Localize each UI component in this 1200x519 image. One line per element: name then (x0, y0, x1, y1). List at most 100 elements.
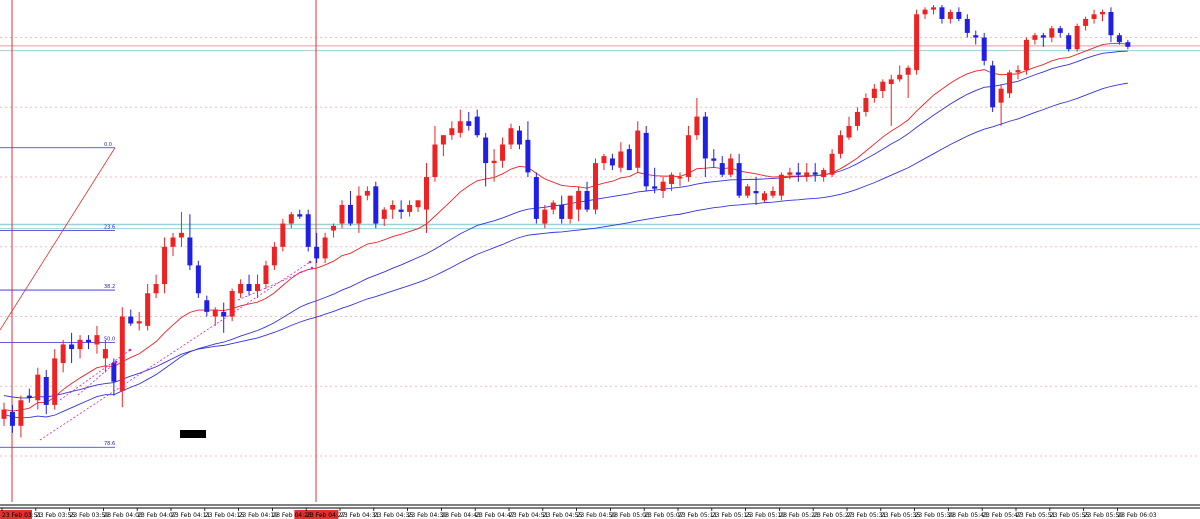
candle-body (601, 156, 607, 164)
fib-level-label: 23.6 (104, 225, 115, 231)
candle-body (643, 132, 649, 187)
candle-body (542, 209, 548, 224)
x-tick-label: 23 Feb 04:15 (205, 512, 245, 519)
x-tick-label: 23 Feb 04:23 (272, 512, 312, 519)
candle-body (525, 139, 531, 173)
candle-body (669, 174, 675, 185)
candle-body (846, 125, 852, 138)
x-tick-label: 23 Feb 04:19 (239, 512, 279, 519)
candle-body (812, 172, 818, 175)
candle-body (466, 121, 472, 126)
x-tick-label: 23 Feb 05:59 (1084, 512, 1124, 519)
x-tick-label: 23 Feb 04:51 (509, 512, 549, 519)
candle-body (43, 377, 49, 405)
candle-body (762, 193, 767, 201)
x-tick-label: 23 Feb 05:31 (847, 512, 887, 519)
candle-body (26, 395, 32, 398)
candle-body (390, 204, 396, 210)
candle-body (170, 237, 176, 247)
candle-body (246, 284, 252, 291)
x-tick-label: 23 Feb 04:11 (171, 512, 211, 519)
candle-body (1066, 35, 1072, 50)
candle-body (863, 98, 869, 112)
candle-body (914, 14, 920, 71)
candle-body (626, 149, 632, 171)
candle-body (1007, 72, 1013, 94)
candle-body (1108, 11, 1114, 36)
candle-body (297, 214, 303, 217)
x-tick-label: 23 Feb 05:39 (915, 512, 955, 519)
candle-body (711, 158, 717, 161)
candle-body (609, 158, 615, 166)
candle-body (829, 153, 835, 175)
x-tick-highlight (0, 510, 32, 519)
candle-body (795, 172, 801, 175)
candle-body (736, 163, 742, 196)
candle-body (238, 284, 244, 294)
x-tick-label: 23 Feb 04:31 (340, 512, 380, 519)
candle-body (162, 246, 168, 284)
candle-body (880, 81, 886, 92)
candle-body (449, 128, 455, 136)
x-tick-label: 23 Feb 04:27 (306, 512, 346, 519)
x-tick-label: 23 Feb 05:27 (813, 512, 853, 519)
candle-body (508, 128, 514, 145)
candle-body (271, 246, 277, 266)
candle-body (1049, 28, 1055, 38)
candle-body (964, 18, 970, 33)
candle-body (9, 411, 15, 426)
candle-body (373, 186, 379, 224)
candle-body (1100, 11, 1105, 15)
candle-body (660, 181, 666, 191)
x-tick-label: 23 Feb 05:51 (1016, 512, 1056, 519)
x-tick-label: 23 Feb 04:43 (441, 512, 481, 519)
arrow-line (77, 361, 117, 396)
candle-body (331, 225, 337, 231)
candle-body (1125, 42, 1131, 47)
fib-trend-line (0, 147, 116, 331)
candle-body (685, 135, 691, 178)
x-tick-label: 23 Feb 04:03 (103, 512, 143, 519)
candle-body (305, 214, 311, 247)
x-tick-label: 23 Feb 05:03 (610, 512, 650, 519)
x-tick-label: 23 Feb 05:35 (881, 512, 921, 519)
candle-body (1083, 18, 1089, 26)
candle-body (364, 191, 370, 196)
candle-body (821, 170, 827, 178)
candle-body (694, 116, 700, 136)
candle-body (770, 191, 776, 196)
arrow-line (39, 261, 311, 441)
x-tick-label: 23 Feb 05:55 (1050, 512, 1090, 519)
candle-body (728, 158, 734, 175)
candle-body (804, 172, 810, 178)
candle-body (483, 137, 489, 164)
candle-body (145, 293, 151, 326)
x-tick-label: 23 Feb 05:07 (644, 512, 684, 519)
candle-body (440, 135, 446, 145)
candle-body (195, 265, 201, 294)
candle-body (314, 246, 320, 259)
candle-body (871, 88, 877, 98)
candle-body (229, 290, 235, 317)
fib-level-label: 78.6 (104, 441, 115, 447)
x-tick-label: 23 Feb 04:35 (374, 512, 414, 519)
black-label-box (180, 430, 206, 438)
candle-body (119, 316, 125, 391)
candle-body (94, 335, 100, 345)
x-tick-label: 23 Feb 03:55 (36, 512, 76, 519)
candle-body (398, 209, 404, 212)
drawing-arrows (39, 260, 314, 441)
x-tick-label: 23 Feb 05:11 (678, 512, 718, 519)
candle-body (947, 11, 953, 19)
candle-body (1116, 35, 1122, 43)
candle-body (635, 130, 641, 168)
horizontal-levels (0, 45, 1200, 230)
candle-body (280, 223, 286, 247)
moving-average-mid-line (3, 50, 1128, 419)
candle-body (719, 163, 725, 175)
candle-body (533, 177, 539, 219)
candle-body (931, 7, 936, 10)
x-tick-label: 23 Feb 05:43 (948, 512, 988, 519)
fibonacci-retracement: 0.0 23.6 38.2 50.0 78.6 (0, 142, 116, 448)
